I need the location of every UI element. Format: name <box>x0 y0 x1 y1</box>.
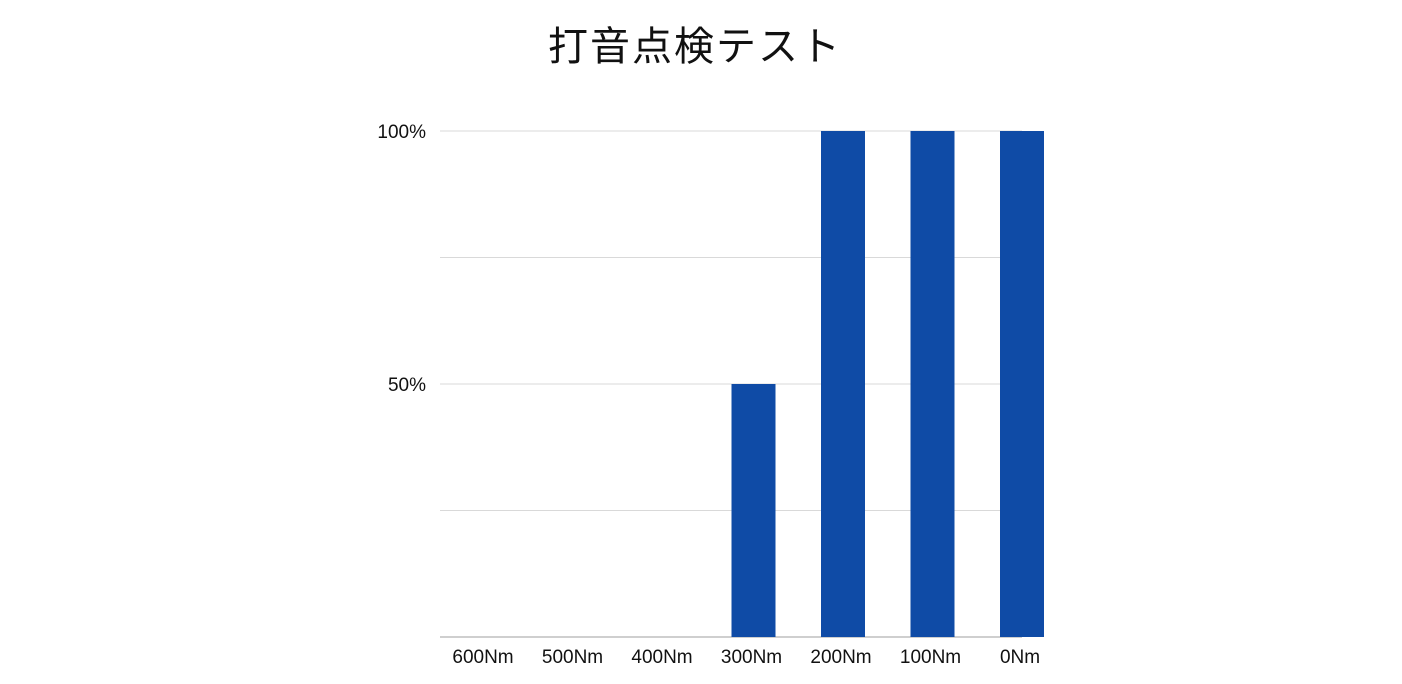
bar <box>910 131 955 637</box>
x-tick-labels: 600Nm 500Nm 400Nm 300Nm 200Nm 100Nm 0Nm <box>452 647 1040 668</box>
x-tick-label: 100Nm <box>900 647 961 668</box>
bar <box>731 384 776 637</box>
bar <box>821 131 865 637</box>
y-tick-labels: 50% 100% <box>377 122 426 396</box>
x-tick-label: 400Nm <box>631 647 692 668</box>
bar <box>1000 131 1044 637</box>
x-tick-label: 500Nm <box>542 647 603 668</box>
y-tick-label: 50% <box>388 375 426 396</box>
y-tick-label: 100% <box>377 122 426 143</box>
x-tick-label: 0Nm <box>1000 647 1040 668</box>
chart-title: 打音点検テスト <box>548 24 842 70</box>
x-tick-label: 300Nm <box>721 647 782 668</box>
x-tick-label: 600Nm <box>452 647 513 668</box>
bars <box>731 131 1044 637</box>
x-tick-label: 200Nm <box>810 647 871 668</box>
